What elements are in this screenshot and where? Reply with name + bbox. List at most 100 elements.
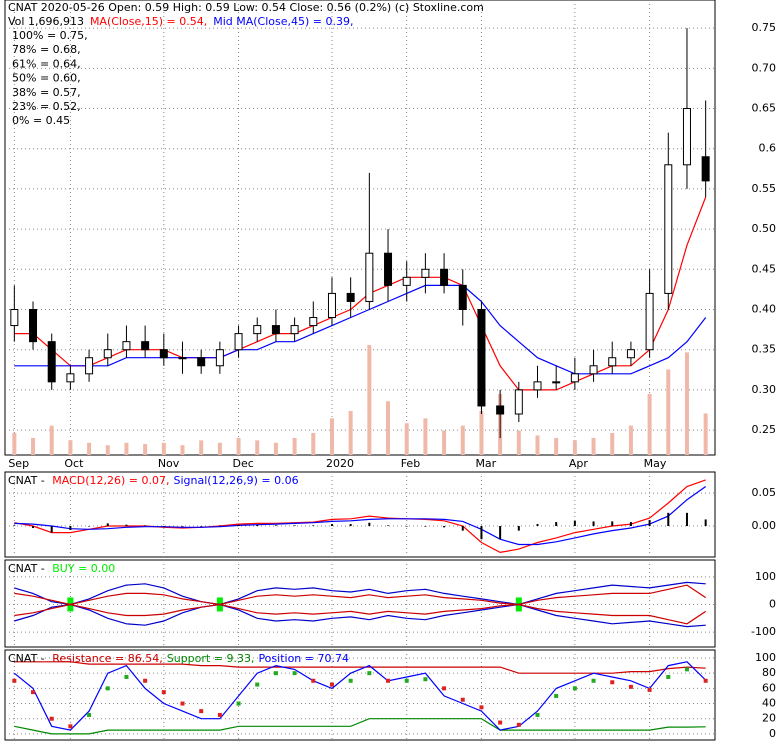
volume-bar [124, 442, 129, 455]
indicator-dot [572, 686, 577, 691]
volume-bar [292, 437, 297, 455]
candle-body [496, 405, 505, 415]
histogram-bar [629, 522, 632, 527]
y-tick-label: 0.70 [752, 61, 777, 74]
candle-body [234, 333, 243, 351]
y-tick-label: 0.45 [752, 262, 777, 275]
candle-body [440, 268, 449, 286]
candle-body [197, 357, 206, 367]
candle-body [533, 381, 542, 391]
indicator-dot [404, 678, 409, 683]
candle-body [85, 357, 94, 375]
indicator-dot [498, 720, 503, 725]
series-line [14, 603, 706, 628]
volume-bar [610, 433, 615, 455]
volume-bar [31, 437, 36, 455]
volume-bar [87, 442, 92, 455]
fib-level: 78% = 0.68, [12, 43, 81, 56]
indicator-dot [180, 701, 185, 706]
indicator-dot [442, 686, 447, 691]
y-tick-label: 0 [769, 597, 776, 610]
histogram-bar [685, 512, 688, 527]
candle-body [458, 284, 467, 310]
indicator-dot [292, 671, 297, 676]
volume-bar [143, 444, 148, 455]
candle-body [159, 349, 168, 359]
candle-body [626, 349, 635, 359]
fib-level: 23% = 0.52, [12, 100, 81, 113]
legend-entry: Support = 9.33, [167, 652, 255, 665]
series-line [14, 581, 706, 606]
histogram-bar [237, 524, 240, 527]
volume-bar [554, 437, 559, 455]
volume-bar [572, 440, 577, 455]
indicator-dot [610, 680, 615, 685]
histogram-bar [293, 525, 296, 527]
volume-bar [217, 442, 222, 455]
candle-body [402, 276, 411, 286]
volume-bar [404, 423, 409, 455]
histogram-bar [312, 525, 315, 527]
indicator-dot [199, 709, 204, 714]
volume-bar [666, 369, 671, 455]
x-tick-label: 2020 [326, 457, 354, 470]
y-tick-label: 0.35 [752, 343, 777, 356]
x-tick-label: Feb [401, 457, 420, 470]
histogram-bar [256, 524, 259, 527]
fib-level: 100% = 0.75, [12, 29, 88, 42]
y-tick-label: 0.50 [752, 222, 777, 235]
candle-body [365, 252, 374, 302]
y-tick-label: -100 [751, 625, 776, 638]
x-tick-label: May [644, 457, 667, 470]
volume-bar [460, 425, 465, 455]
y-tick-label: 60 [762, 681, 776, 694]
legend: CNAT - Resistance = 86.54, Support = 9.33… [8, 652, 349, 665]
histogram-bar [555, 522, 558, 527]
histogram-bar [443, 526, 446, 528]
legend-prefix: CNAT - [8, 652, 48, 665]
chart-title: CNAT 2020-05-26 Open: 0.59 High: 0.59 Lo… [8, 1, 484, 14]
fib-level: 61% = 0.64, [12, 57, 81, 70]
series-line [14, 486, 707, 546]
series-line [14, 603, 707, 625]
candle-body [664, 164, 673, 294]
legend-prefix: CNAT - [8, 474, 48, 487]
legend-entry: MACD(12,26) = 0.07, [52, 474, 169, 487]
histogram-bar [667, 512, 670, 527]
volume-bar [591, 437, 596, 455]
candle-body [178, 357, 187, 360]
y-tick-label: 40 [762, 697, 776, 710]
candle-body [29, 308, 38, 343]
volume-bar [273, 442, 278, 455]
histogram-bar [648, 520, 651, 527]
legend: CNAT - MACD(12,26) = 0.07, Signal(12,26,9… [8, 474, 299, 487]
histogram-bar [106, 523, 109, 527]
volume-bar [68, 440, 73, 455]
candle-body [47, 341, 56, 383]
histogram-bar [592, 521, 595, 527]
candle-body [271, 325, 280, 335]
volume-bar [161, 442, 166, 455]
indicator-dot [367, 671, 372, 676]
fib-level: 50% = 0.60, [12, 72, 81, 85]
candle-body [570, 373, 579, 383]
volume-bar [236, 437, 241, 455]
candle-body [346, 292, 355, 302]
indicator-dot [386, 678, 391, 683]
histogram-bar [405, 526, 408, 527]
candle-body [66, 373, 75, 383]
indicator-dot [143, 678, 148, 683]
indicator-dot [236, 701, 241, 706]
indicator-dot [311, 678, 316, 683]
histogram-bar [162, 526, 165, 527]
candle-body [290, 325, 299, 335]
histogram-bar [330, 524, 333, 527]
series-line [14, 718, 706, 735]
volume-bar [367, 345, 372, 455]
y-tick-label: 0.25 [752, 423, 777, 436]
candle-body [122, 341, 131, 351]
volume-bar [647, 393, 652, 455]
histogram-bar [274, 525, 277, 527]
panel [4, 0, 716, 456]
